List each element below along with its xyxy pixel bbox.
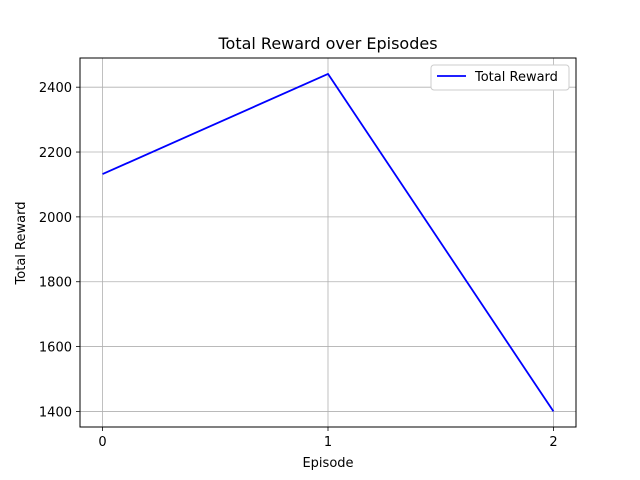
grid (80, 58, 576, 427)
series-lines (102, 72, 555, 412)
legend: Total Reward (430, 64, 570, 91)
legend-box (430, 64, 570, 91)
y-tick-label: 2200 (39, 146, 72, 161)
x-axis-ticks: 0 1 2 (98, 427, 558, 450)
y-axis-label: Total Reward (14, 202, 29, 286)
y-tick-label: 2000 (39, 211, 72, 226)
x-axis-label: Episode (302, 456, 353, 471)
series-line-total-reward (102, 72, 555, 412)
chart-title: Total Reward over Episodes (217, 34, 437, 53)
x-tick-label: 0 (98, 435, 106, 450)
y-tick-label: 1800 (39, 276, 72, 291)
y-tick-label: 1600 (39, 341, 72, 356)
x-tick-label: 2 (549, 435, 557, 450)
y-tick-label: 1400 (39, 405, 72, 420)
y-tick-label: 2400 (39, 81, 72, 96)
legend-label: Total Reward (474, 70, 558, 85)
x-tick-label: 1 (324, 435, 332, 450)
y-axis-ticks: 1400 1600 1800 2000 2200 2400 (39, 81, 80, 420)
